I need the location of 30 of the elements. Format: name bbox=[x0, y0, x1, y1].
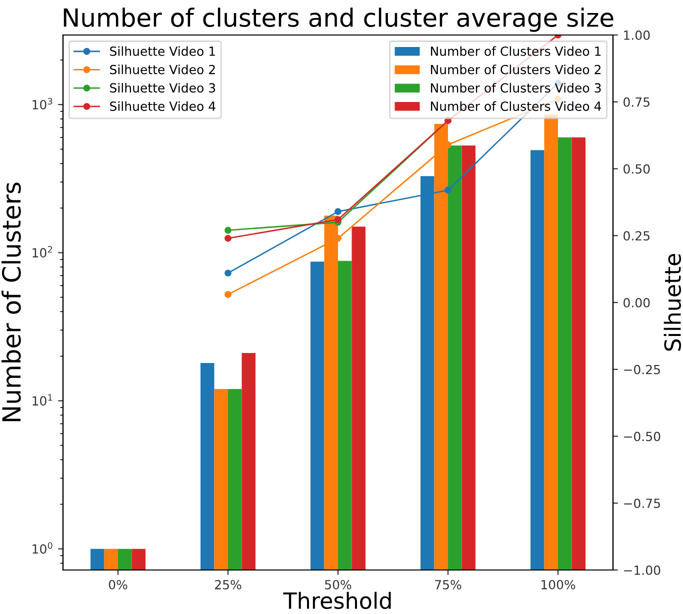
y2-tick-label: −0.25 bbox=[624, 364, 660, 374]
legend-label: Silhuette Video 4 bbox=[110, 101, 216, 111]
y2-tick-label: 0.00 bbox=[624, 298, 650, 308]
y2-tick-label: −0.50 bbox=[624, 432, 660, 442]
y-tick-label: 10$^{3}$ bbox=[32, 98, 52, 110]
x-tick-label: 75% bbox=[435, 580, 462, 590]
x-tick-label: 25% bbox=[215, 580, 242, 590]
y-tick-label: 10$^{2}$ bbox=[32, 246, 52, 258]
chart-title: Number of clusters and cluster average size bbox=[64, 8, 614, 32]
x-axis-title: Threshold bbox=[283, 592, 391, 610]
x-tick-label: 0% bbox=[108, 580, 128, 590]
y2-tick-label: −1.00 bbox=[624, 565, 660, 575]
legend-label: Number of Clusters Video 2 bbox=[430, 64, 600, 74]
legend-label: Silhuette Video 1 bbox=[110, 46, 215, 56]
y-axis-title: Number of Clusters bbox=[2, 182, 21, 422]
x-tick-label: 50% bbox=[325, 580, 352, 590]
y-tick-label: 10$^{0}$ bbox=[32, 542, 52, 554]
legend-label: Silhuette Video 2 bbox=[110, 64, 215, 74]
legend-label: Number of Clusters Video 4 bbox=[430, 101, 602, 111]
x-tick-label: 100% bbox=[542, 580, 576, 590]
y2-tick-label: 0.50 bbox=[624, 164, 650, 174]
y2-axis-title: Silhuette bbox=[664, 254, 682, 351]
legend-label: Number of Clusters Video 3 bbox=[430, 82, 601, 93]
legend-label: Silhuette Video 3 bbox=[110, 82, 216, 93]
y2-tick-label: 0.75 bbox=[624, 97, 650, 107]
y2-tick-label: 0.25 bbox=[624, 231, 650, 241]
legend-label: Number of Clusters Video 1 bbox=[430, 46, 601, 56]
y-tick-label: 10$^{1}$ bbox=[32, 394, 52, 406]
y2-tick-label: −0.75 bbox=[624, 498, 660, 508]
y2-tick-label: 1.00 bbox=[624, 30, 650, 40]
